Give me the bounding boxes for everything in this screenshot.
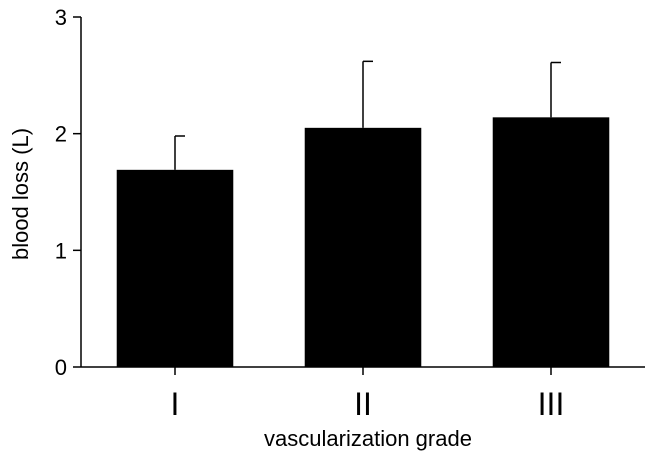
y-tick-label: 3 (55, 5, 67, 30)
y-ticks-group: 0 1 2 3 (55, 5, 81, 380)
error-bars-group (174, 60, 561, 170)
bar-I (116, 169, 234, 367)
y-tick-label: 2 (55, 122, 67, 147)
x-ticks-group: I II III (171, 367, 565, 422)
x-axis-title: vascularization grade (264, 426, 472, 451)
x-tick-label: I (171, 386, 180, 422)
bar-III (492, 117, 610, 367)
y-axis-title: blood loss (L) (8, 128, 33, 260)
bars-group (116, 117, 610, 367)
bar-II (304, 127, 422, 367)
y-tick-label: 1 (55, 238, 67, 263)
y-tick-label: 0 (55, 355, 67, 380)
x-tick-label: II (354, 386, 372, 422)
x-tick-label: III (538, 386, 565, 422)
